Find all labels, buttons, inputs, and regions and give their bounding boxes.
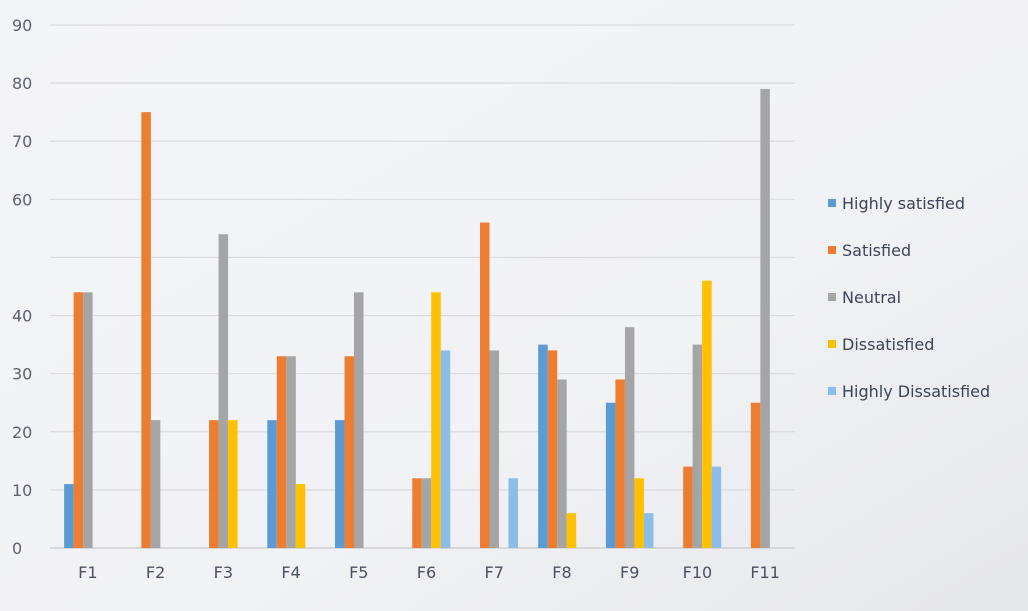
x-tick-label: F4	[281, 563, 300, 582]
x-tick-label: F9	[620, 563, 639, 582]
legend-item: Dissatisfied	[828, 333, 1023, 355]
bar	[412, 478, 422, 548]
x-tick-label: F6	[417, 563, 436, 582]
y-tick-label: 0	[12, 539, 22, 558]
bar	[760, 88, 770, 548]
bar	[286, 356, 296, 548]
legend-label: Dissatisfied	[842, 334, 935, 354]
bar	[692, 344, 703, 548]
x-tick-label: F11	[750, 563, 780, 582]
bar	[421, 478, 432, 548]
y-tick-label: 90	[12, 16, 32, 35]
legend-swatch	[828, 293, 836, 301]
x-tick-label: F2	[146, 563, 165, 582]
bar	[711, 466, 722, 548]
bar	[354, 292, 364, 548]
y-tick-label: 70	[12, 132, 32, 151]
bar	[295, 484, 306, 548]
bar	[150, 420, 161, 548]
bar	[228, 420, 238, 548]
y-tick-label: 40	[12, 307, 32, 326]
y-axis-ticks: 0 10 20 30 40 60 70 80 90	[12, 16, 32, 558]
y-tick-label: 80	[12, 74, 32, 93]
bar	[83, 292, 93, 548]
bar	[64, 484, 74, 548]
bar	[276, 356, 287, 548]
bar	[508, 478, 518, 548]
x-tick-label: F1	[78, 563, 97, 582]
bar	[267, 420, 277, 548]
legend-item: Highly Dissatisfied	[828, 380, 1023, 402]
legend-item: Neutral	[828, 286, 1023, 308]
bar	[344, 356, 355, 548]
y-tick-label: 30	[12, 365, 32, 384]
legend-item: Satisfied	[828, 239, 1023, 261]
x-tick-label: F3	[214, 563, 233, 582]
legend-swatch	[828, 387, 836, 395]
bars	[64, 88, 770, 549]
x-tick-label: F10	[683, 563, 713, 582]
legend-label: Neutral	[842, 287, 902, 307]
bar	[141, 112, 151, 549]
bar	[605, 402, 616, 548]
bar	[557, 379, 567, 548]
bar	[750, 402, 761, 548]
bar	[683, 466, 693, 548]
bar	[624, 327, 635, 548]
x-tick-label: F5	[349, 563, 368, 582]
legend-swatch	[828, 340, 836, 348]
bar	[615, 379, 625, 548]
bar	[73, 292, 84, 548]
bar	[489, 350, 499, 548]
x-tick-label: F8	[552, 563, 571, 582]
y-tick-label: 60	[12, 190, 32, 209]
legend-item: Highly satisfied	[828, 192, 1023, 214]
bar	[634, 478, 644, 548]
bar	[218, 234, 229, 548]
legend-swatch	[828, 199, 836, 207]
legend-label: Satisfied	[842, 240, 912, 260]
bar	[440, 350, 451, 548]
bar	[335, 420, 345, 548]
bar	[538, 344, 548, 548]
bar	[547, 350, 558, 548]
bar	[566, 513, 577, 548]
bar	[643, 513, 654, 548]
y-tick-label: 20	[12, 423, 32, 442]
bar	[479, 222, 490, 549]
legend-label: Highly satisfied	[842, 193, 966, 213]
bar	[209, 420, 219, 548]
gridlines	[50, 24, 795, 549]
legend-swatch	[828, 246, 836, 254]
chart-legend: Highly satisfied Satisfied Neutral Dissatis…	[828, 192, 1023, 427]
bar	[431, 292, 441, 548]
x-tick-label: F7	[485, 563, 504, 582]
y-tick-label: 10	[12, 481, 32, 500]
bar	[702, 280, 712, 548]
x-axis-ticks: F1 F2 F3 F4 F5 F6 F7 F8 F9 F10 F11	[78, 563, 780, 582]
legend-label: Highly Dissatisfied	[842, 381, 991, 401]
